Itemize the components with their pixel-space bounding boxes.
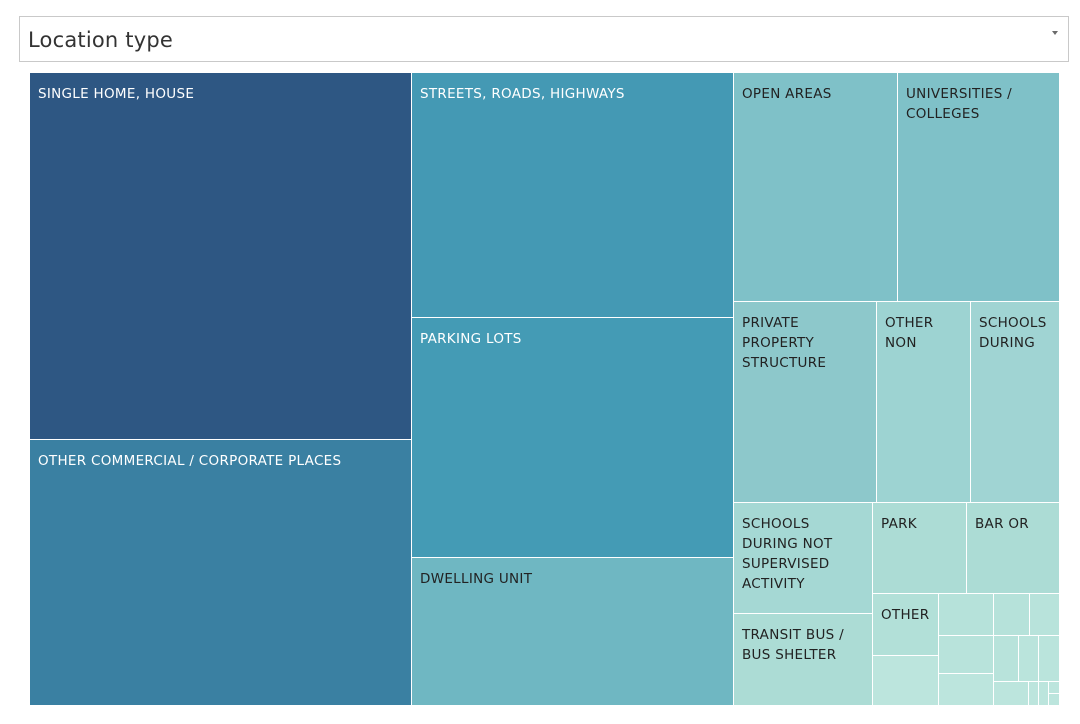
- treemap-tile-minor[interactable]: [1019, 636, 1039, 682]
- treemap-tile-private-property-structure[interactable]: PRIVATE PROPERTY STRUCTURE: [734, 302, 877, 503]
- treemap-tile-minor[interactable]: [994, 682, 1029, 706]
- treemap-tile-minor[interactable]: [1039, 636, 1060, 682]
- treemap-tile-label: TRANSIT BUS / BUS SHELTER: [742, 627, 844, 663]
- treemap-tile-other-commercial-corporate-places[interactable]: OTHER COMMERCIAL / CORPORATE PLACES: [30, 440, 412, 706]
- treemap-chart: SINGLE HOME, HOUSE OTHER COMMERCIAL / COR…: [30, 73, 1060, 706]
- treemap-tile-open-areas[interactable]: OPEN AREAS: [734, 73, 898, 302]
- chevron-down-icon[interactable]: [1052, 31, 1058, 35]
- treemap-tile-park[interactable]: PARK: [873, 503, 967, 594]
- treemap-tile-minor[interactable]: [1029, 682, 1039, 706]
- treemap-tile-minor[interactable]: [1049, 682, 1060, 694]
- treemap-tile-label: DWELLING UNIT: [420, 571, 533, 587]
- treemap-tile-label: OTHER NON: [885, 315, 934, 351]
- treemap-tile-minor[interactable]: [873, 656, 939, 706]
- treemap-tile-label: PARKING LOTS: [420, 331, 522, 347]
- treemap-tile-label: OPEN AREAS: [742, 86, 832, 102]
- treemap-tile-minor[interactable]: [1039, 682, 1049, 706]
- treemap-tile-label: SCHOOLS DURING: [979, 315, 1047, 351]
- treemap-tile-dwelling-unit[interactable]: DWELLING UNIT: [412, 558, 734, 706]
- treemap-tile-universities-colleges[interactable]: UNIVERSITIES / COLLEGES: [898, 73, 1060, 302]
- treemap-tile-minor[interactable]: [939, 594, 994, 636]
- treemap-tile-label: OTHER COMMERCIAL / CORPORATE PLACES: [38, 453, 342, 469]
- treemap-tile-minor[interactable]: [994, 594, 1030, 636]
- treemap-tile-schools-during-not-supervised-activity[interactable]: SCHOOLS DURING NOT SUPERVISED ACTIVITY: [734, 503, 873, 614]
- treemap-tile-minor[interactable]: [939, 674, 994, 706]
- treemap-tile-label: OTHER: [881, 607, 930, 623]
- treemap-tile-minor[interactable]: [939, 636, 994, 674]
- treemap-tile-label: SCHOOLS DURING NOT SUPERVISED ACTIVITY: [742, 516, 833, 592]
- treemap-tile-parking-lots[interactable]: PARKING LOTS: [412, 318, 734, 558]
- treemap-tile-label: PARK: [881, 516, 917, 532]
- treemap-tile-minor[interactable]: [1030, 594, 1060, 636]
- treemap-tile-transit-bus-bus-shelter[interactable]: TRANSIT BUS / BUS SHELTER: [734, 614, 873, 706]
- treemap-tile-other-non[interactable]: OTHER NON: [877, 302, 971, 503]
- treemap-tile-minor[interactable]: [994, 636, 1019, 682]
- treemap-tile-minor[interactable]: [1049, 694, 1060, 706]
- treemap-tile-schools-during[interactable]: SCHOOLS DURING: [971, 302, 1060, 503]
- treemap-tile-bar-or[interactable]: BAR OR: [967, 503, 1060, 594]
- treemap-tile-label: UNIVERSITIES / COLLEGES: [906, 86, 1013, 122]
- treemap-tile-streets-roads-highways[interactable]: STREETS, ROADS, HIGHWAYS: [412, 73, 734, 318]
- treemap-tile-label: SINGLE HOME, HOUSE: [38, 86, 195, 102]
- treemap-tile-label: BAR OR: [975, 516, 1029, 532]
- dropdown-label: Location type: [28, 28, 174, 52]
- treemap-tile-label: PRIVATE PROPERTY STRUCTURE: [742, 315, 827, 371]
- location-type-dropdown[interactable]: Location type: [19, 16, 1069, 62]
- treemap-tile-label: STREETS, ROADS, HIGHWAYS: [420, 86, 625, 102]
- treemap-tile-other[interactable]: OTHER: [873, 594, 939, 656]
- treemap-tile-single-home-house[interactable]: SINGLE HOME, HOUSE: [30, 73, 412, 440]
